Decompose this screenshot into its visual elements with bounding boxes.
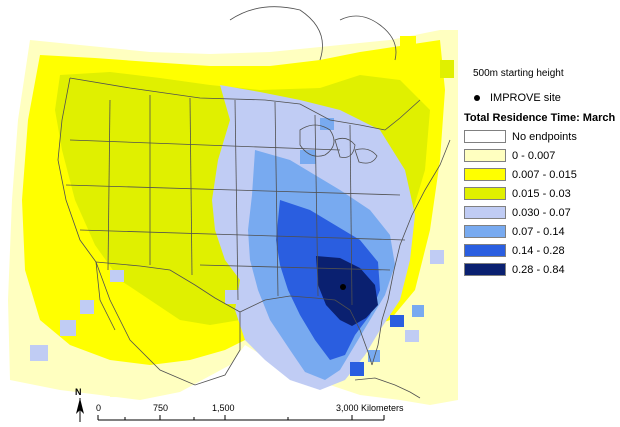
legend-title: Total Residence Time: March xyxy=(464,112,616,124)
legend-swatch xyxy=(464,244,506,257)
legend-item: 0.007 - 0.015 xyxy=(464,165,577,184)
residence-time-raster xyxy=(8,30,458,405)
legend-item-label: 0 - 0.007 xyxy=(512,149,556,162)
legend-item-label: 0.015 - 0.03 xyxy=(512,187,571,200)
legend-item: 0.030 - 0.07 xyxy=(464,203,571,222)
improve-site-marker xyxy=(340,284,346,290)
political-boundaries xyxy=(57,6,451,399)
legend-swatch xyxy=(464,263,506,276)
legend-item-label: 0.07 - 0.14 xyxy=(512,225,565,238)
scalebar-label: 1,500 xyxy=(212,403,235,413)
map-panel: N 0 750 1,500 3,000 Kilometers xyxy=(8,6,458,422)
legend-item-label: No endpoints xyxy=(512,130,577,143)
north-arrow-label: N xyxy=(75,387,82,397)
legend-swatch xyxy=(464,187,506,200)
legend-item-label: 0.007 - 0.015 xyxy=(512,168,577,181)
site-dot-icon xyxy=(474,95,480,101)
scalebar-label: 750 xyxy=(153,403,169,413)
legend-swatch xyxy=(464,225,506,238)
residence-time-map xyxy=(8,6,458,422)
legend-item: No endpoints xyxy=(464,127,577,146)
legend-swatch xyxy=(464,149,506,162)
legend-item: 0.015 - 0.03 xyxy=(464,184,571,203)
legend-item-label: 0.030 - 0.07 xyxy=(512,206,571,219)
north-arrow-icon xyxy=(76,398,84,422)
legend-site-entry: IMPROVE site xyxy=(474,92,561,104)
scale-bar xyxy=(97,415,385,421)
legend-item: 0 - 0.007 xyxy=(464,146,555,165)
legend-swatch xyxy=(464,168,506,181)
starting-height-note: 500m starting height xyxy=(473,68,564,79)
legend-item: 0.28 - 0.84 xyxy=(464,260,565,279)
legend-item-label: 0.28 - 0.84 xyxy=(512,263,565,276)
legend-site-label: IMPROVE site xyxy=(490,92,561,104)
legend-item: 0.07 - 0.14 xyxy=(464,222,565,241)
legend-swatch xyxy=(464,130,506,143)
scalebar-label: 0 xyxy=(96,403,102,413)
legend-panel: 500m starting height IMPROVE site Total … xyxy=(458,0,620,427)
legend-item: 0.14 - 0.28 xyxy=(464,241,565,260)
legend-item-label: 0.14 - 0.28 xyxy=(512,244,565,257)
legend-swatch xyxy=(464,206,506,219)
scalebar-label: 3,000 Kilometers xyxy=(336,403,404,413)
